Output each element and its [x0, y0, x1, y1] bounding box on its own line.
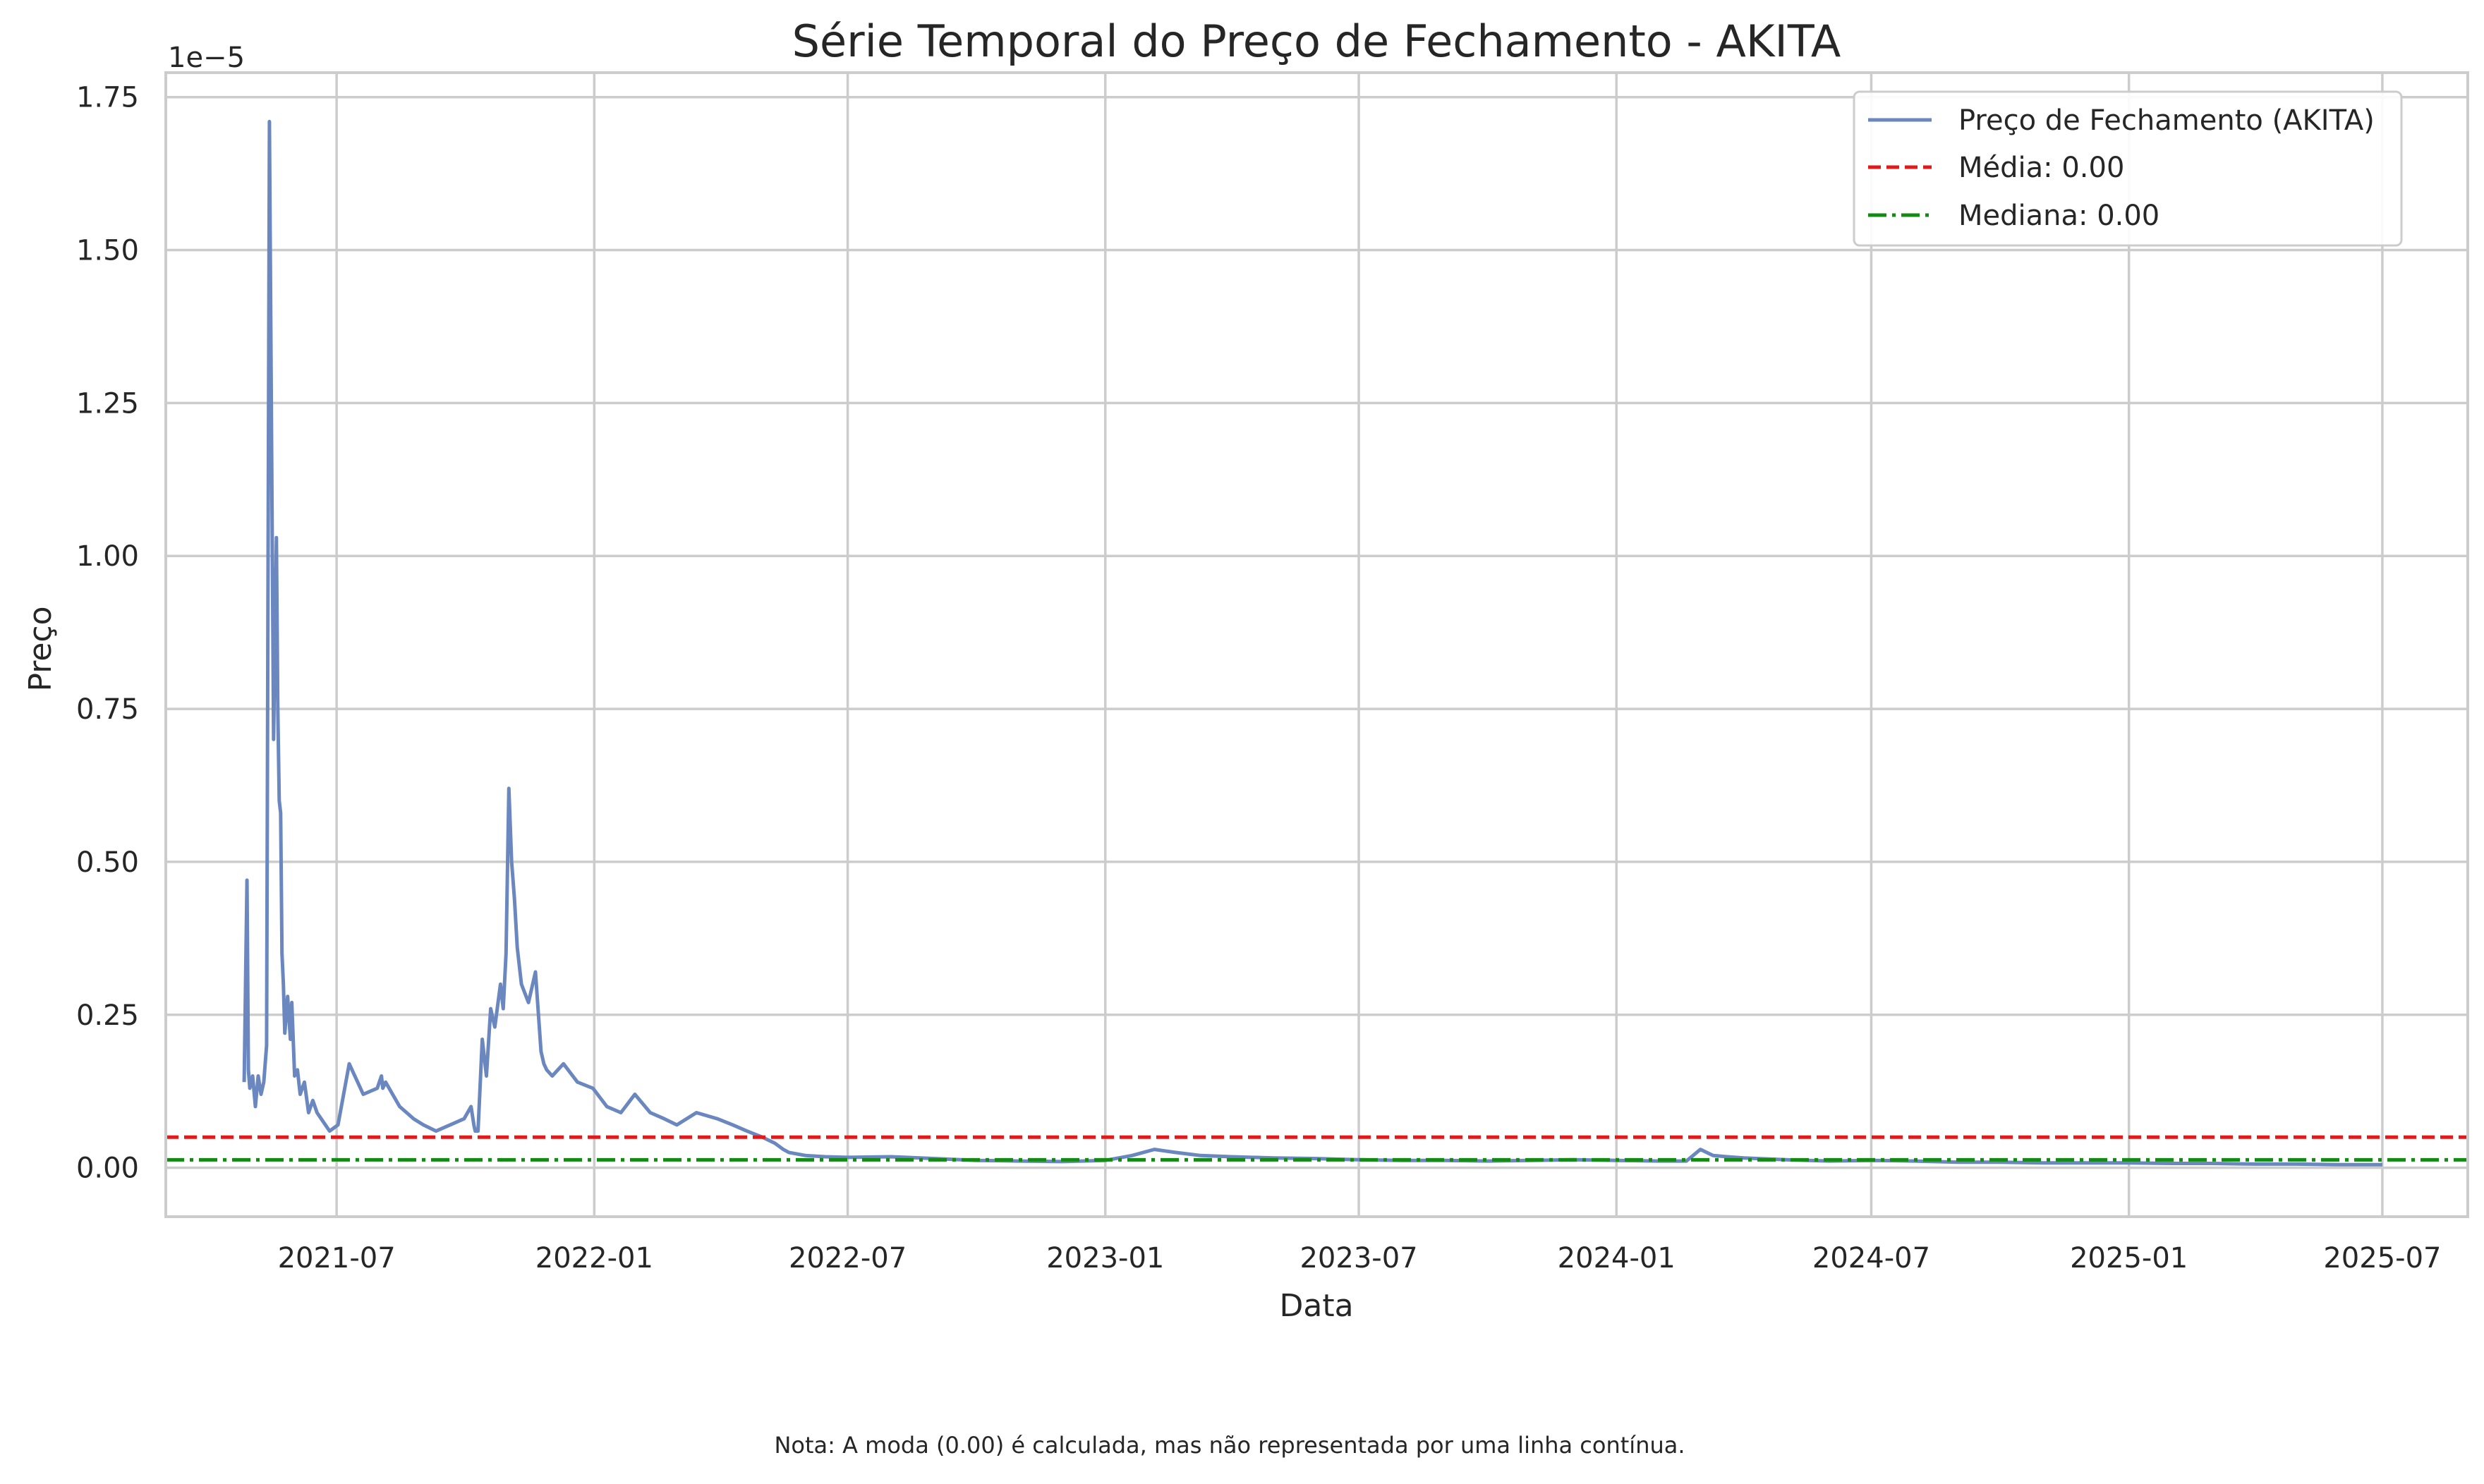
- x-tick-label: 2024-07: [1812, 1242, 1930, 1275]
- y-tick-label: 0.25: [76, 999, 139, 1032]
- x-tick-label: 2022-01: [535, 1242, 653, 1275]
- y-tick-label: 0.50: [76, 846, 139, 879]
- legend-label-price: Preço de Fechamento (AKITA): [1958, 104, 2375, 137]
- plot-frame: [164, 71, 2469, 1218]
- legend-label-mean: Média: 0.00: [1958, 152, 2124, 184]
- price-series-line: [242, 119, 2382, 1167]
- series-layer: [166, 119, 2468, 1167]
- x-axis-title: Data: [1279, 1288, 1353, 1324]
- legend-box: [1853, 90, 2403, 247]
- x-tick-label: 2023-07: [1299, 1242, 1417, 1275]
- y-tick-label: 0.00: [76, 1152, 139, 1185]
- x-tick-label: 2021-07: [278, 1242, 396, 1275]
- x-tick-label: 2025-01: [2070, 1242, 2188, 1275]
- y-axis-title: Preço: [23, 606, 59, 691]
- y-tick-label: 1.50: [76, 235, 139, 267]
- y-axis-scale-label: 1e−5: [168, 42, 245, 74]
- legend: Preço de Fechamento (AKITA) Média: 0.00 …: [1853, 90, 2403, 247]
- labels-layer: Série Temporal do Preço de Fechamento - …: [23, 16, 2441, 1459]
- y-tick-label: 1.25: [76, 387, 139, 420]
- footnote: Nota: A moda (0.00) é calculada, mas não…: [774, 1432, 1685, 1459]
- grid-layer: [166, 73, 2468, 1217]
- y-tick-label: 1.75: [76, 82, 139, 114]
- chart-title: Série Temporal do Preço de Fechamento - …: [792, 16, 1841, 67]
- axes-layer: [164, 71, 2469, 1218]
- x-tick-label: 2025-07: [2323, 1242, 2441, 1275]
- x-tick-label: 2024-01: [1558, 1242, 1676, 1275]
- legend-label-median: Mediana: 0.00: [1958, 200, 2159, 232]
- x-tick-label: 2023-01: [1046, 1242, 1164, 1275]
- y-tick-label: 1.00: [76, 540, 139, 573]
- y-tick-label: 0.75: [76, 693, 139, 726]
- x-tick-label: 2022-07: [789, 1242, 907, 1275]
